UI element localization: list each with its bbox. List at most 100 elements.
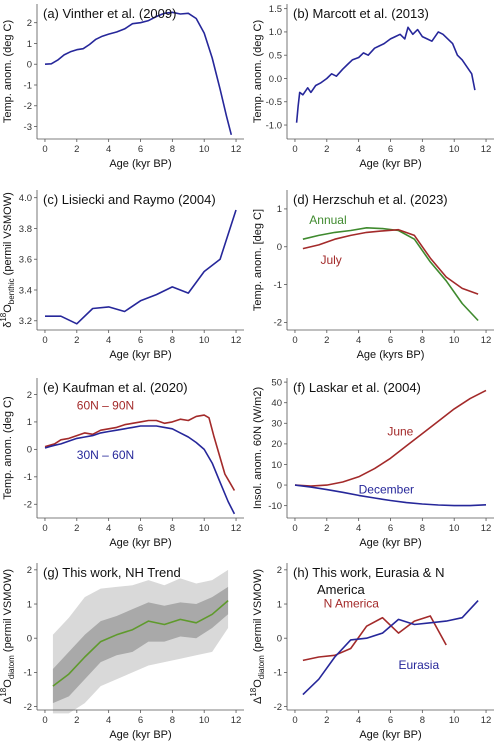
x-tick-label-a: 12 (231, 144, 242, 155)
y-tick-label-d: 0 (277, 242, 282, 253)
y-tick-label-h: 0 (277, 634, 282, 645)
x-tick-label-e: 4 (106, 523, 111, 534)
x-tick-label-d: 12 (481, 335, 492, 346)
y-tick-label-a: -3 (24, 122, 32, 133)
x-tick-label-h: 10 (449, 715, 460, 726)
x-tick-label-a: 8 (170, 144, 175, 155)
x-tick-label-d: 10 (449, 335, 460, 346)
x-tick-label-f: 12 (481, 523, 492, 534)
panel-title-g: (g) This work, NH Trend (43, 565, 181, 580)
y-tick-label-c: 3.2 (19, 316, 32, 327)
y-axis-title-c: δ18Obenthic (permil VSMOW) (0, 192, 16, 328)
panel-title-h: (h) This work, Eurasia & N (293, 565, 444, 580)
y-tick-label-g: -1 (24, 668, 32, 679)
x-tick-label-b: 10 (449, 144, 460, 155)
x-tick-label-f: 10 (449, 523, 460, 534)
x-tick-label-h: 4 (356, 715, 361, 726)
x-tick-label-a: 10 (199, 144, 210, 155)
y-tick-label-b: 1.0 (269, 27, 282, 38)
x-tick-label-c: 2 (74, 335, 79, 346)
y-tick-label-h: 1 (277, 599, 282, 610)
band-g-1 (52, 586, 229, 704)
panel-f: 0 2 4 6 8 10 12 -10 0 10 20 30 40 50 Age (kyr BP) Insol… (252, 377, 494, 549)
x-tick-label-g: 10 (199, 715, 210, 726)
series-line-b-0 (295, 26, 476, 123)
y-tick-label-f: 50 (271, 377, 282, 388)
x-tick-label-a: 6 (138, 144, 143, 155)
y-tick-label-f: 30 (271, 419, 282, 430)
x-tick-label-b: 8 (420, 144, 425, 155)
y-tick-label-h: -2 (274, 702, 282, 713)
y-tick-label-b: 0.0 (269, 74, 282, 85)
panel-c: 0 2 4 6 8 10 12 3.2 3.4 3.6 3.8 4.0 Age (kyr BP) δ18O… (0, 190, 244, 361)
series-line-f-0 (294, 389, 487, 487)
x-tick-label-g: 8 (170, 715, 175, 726)
series-label-f-1: December (359, 482, 414, 496)
y-tick-label-f: 10 (271, 460, 282, 471)
x-tick-label-f: 8 (420, 523, 425, 534)
series-label-h-1: Eurasia (398, 658, 439, 672)
x-tick-label-f: 2 (324, 523, 329, 534)
x-tick-label-d: 8 (420, 335, 425, 346)
y-axis-title-f: Insol. anom. 60N (W/m2) (252, 387, 264, 509)
series-label-h-0: N America (324, 596, 380, 610)
panel-d: 0 2 4 6 8 10 12 -2 -1 0 1 Age (kyrs BP) Temp. anom. … (252, 190, 494, 361)
x-tick-label-e: 6 (138, 523, 143, 534)
x-tick-label-e: 2 (74, 523, 79, 534)
y-tick-label-c: 3.8 (19, 224, 32, 235)
series-label-f-0: June (387, 425, 413, 439)
x-axis-title-g: Age (kyr BP) (109, 729, 171, 741)
series-line-h-1 (302, 600, 479, 696)
x-tick-label-c: 8 (170, 335, 175, 346)
panel-title-line2-h: America (317, 582, 365, 597)
y-axis-title-h: Δ18Odiatom (permil VSMOW) (249, 569, 266, 704)
y-tick-label-e: -1 (24, 472, 32, 483)
x-tick-label-h: 2 (324, 715, 329, 726)
y-axis-title-a: Temp. anom. (deg C) (2, 20, 14, 123)
x-tick-label-c: 6 (138, 335, 143, 346)
panel-b: 0 2 4 6 8 10 12 -1.0 -0.5 0.0 0.5 1.0 1.5 Age (kyr BP… (252, 4, 494, 170)
x-tick-label-f: 4 (356, 523, 361, 534)
x-tick-label-g: 0 (42, 715, 47, 726)
y-tick-label-b: 0.5 (269, 51, 282, 62)
y-axis-title-d: Temp. anom. [deg C] (252, 209, 264, 311)
series-line-h-0 (302, 615, 447, 662)
y-tick-label-c: 3.4 (19, 285, 32, 296)
y-tick-label-f: 40 (271, 398, 282, 409)
y-tick-label-e: 0 (27, 445, 32, 456)
x-tick-label-d: 2 (324, 335, 329, 346)
x-tick-label-h: 8 (420, 715, 425, 726)
y-tick-label-a: 1 (27, 39, 32, 50)
x-tick-label-d: 0 (292, 335, 297, 346)
panel-title-a: (a) Vinther et al. (2009) (43, 6, 176, 21)
x-axis-title-b: Age (kyr BP) (359, 158, 421, 170)
y-tick-label-f: 20 (271, 439, 282, 450)
x-tick-label-h: 12 (481, 715, 492, 726)
y-tick-label-d: -1 (274, 280, 282, 291)
y-tick-label-a: -2 (24, 101, 32, 112)
y-tick-label-d: -2 (274, 318, 282, 329)
x-tick-label-a: 0 (42, 144, 47, 155)
y-tick-label-a: 2 (27, 18, 32, 29)
x-tick-label-g: 12 (231, 715, 242, 726)
x-tick-label-e: 0 (42, 523, 47, 534)
series-label-d-0: Annual (309, 213, 346, 227)
y-tick-label-h: 2 (277, 565, 282, 576)
y-tick-label-c: 4.0 (19, 193, 32, 204)
x-tick-label-a: 4 (106, 144, 111, 155)
x-tick-label-h: 0 (292, 715, 297, 726)
x-tick-label-c: 0 (42, 335, 47, 346)
x-tick-label-d: 6 (388, 335, 393, 346)
y-tick-label-a: 0 (27, 60, 32, 71)
x-axis-title-h: Age (kyr BP) (359, 729, 421, 741)
panel-title-f: (f) Laskar et al. (2004) (293, 380, 421, 395)
panel-title-b: (b) Marcott et al. (2013) (293, 6, 429, 21)
y-tick-label-f: 0 (277, 480, 282, 491)
series-label-e-0: 60N – 90N (77, 399, 134, 413)
x-tick-label-b: 4 (356, 144, 361, 155)
y-tick-label-b: 1.5 (269, 4, 282, 15)
